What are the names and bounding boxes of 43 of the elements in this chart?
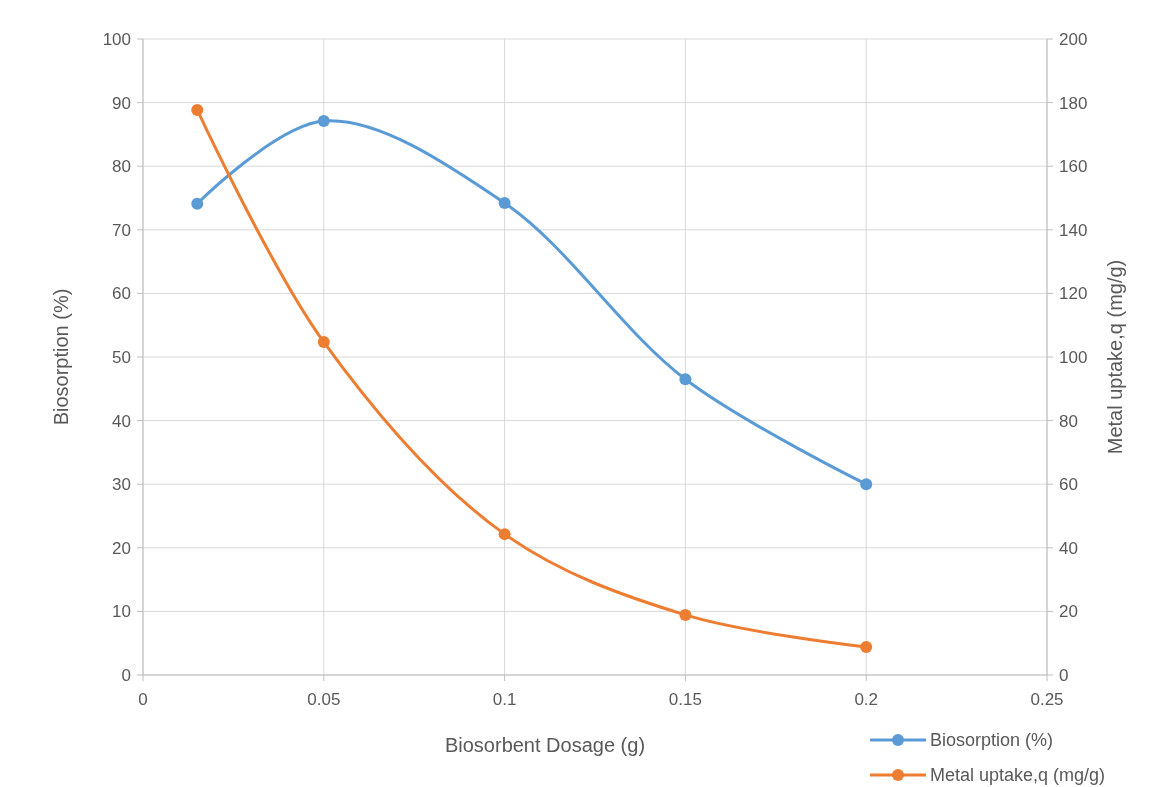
x-tick-label: 0.2 — [854, 690, 879, 709]
y-tick-label: 100 — [102, 29, 131, 49]
x-tick-label: 0.05 — [307, 690, 341, 709]
y2-tick-label: 40 — [1059, 538, 1078, 558]
point — [317, 115, 330, 128]
point — [860, 641, 873, 654]
y2-tick-label: 140 — [1059, 220, 1088, 240]
y-tick-label: 20 — [112, 538, 131, 558]
point — [191, 197, 204, 210]
y-tick-label: 80 — [112, 157, 131, 177]
y-tick-label: 90 — [112, 93, 131, 113]
x-tick-label: 0.25 — [1030, 690, 1064, 709]
y-tick-label: 70 — [112, 220, 131, 240]
point — [498, 197, 511, 210]
x-tick-label: 0.1 — [492, 690, 517, 709]
y2-tick-label: 80 — [1059, 411, 1078, 431]
point — [679, 608, 692, 621]
legend-label: Metal uptake,q (mg/g) — [930, 765, 1106, 786]
y2-tick-label: 20 — [1059, 602, 1078, 622]
y-tick-label: 40 — [112, 411, 131, 431]
y-tick-label: 30 — [112, 475, 131, 495]
x-tick-label: 0 — [138, 690, 148, 709]
y2-tick-label: 120 — [1059, 284, 1088, 304]
y2-tick-label: 100 — [1059, 347, 1088, 367]
point — [679, 373, 692, 386]
y-tick-label: 60 — [112, 284, 131, 304]
y2-tick-label: 160 — [1059, 157, 1088, 177]
y-tick-label: 10 — [112, 602, 131, 622]
y2-tick-label: 200 — [1059, 29, 1088, 49]
y-tick-label: 50 — [112, 347, 131, 367]
point — [317, 336, 330, 349]
y2-axis-title: Metal uptake,q (mg/g) — [1104, 259, 1126, 455]
point — [498, 528, 511, 541]
y2-tick-label: 180 — [1059, 93, 1088, 113]
point — [191, 103, 204, 116]
x-axis-title: Biosorbent Dosage (g) — [444, 734, 646, 756]
y-tick-label: 0 — [121, 665, 131, 685]
x-tick-label: 0.15 — [668, 690, 702, 709]
legend-label: Biosorption (%) — [930, 730, 1054, 751]
y2-tick-label: 0 — [1059, 665, 1069, 685]
y-axis-title: Biosorption (%) — [50, 288, 72, 426]
y2-tick-label: 60 — [1059, 475, 1078, 495]
point — [860, 478, 873, 491]
